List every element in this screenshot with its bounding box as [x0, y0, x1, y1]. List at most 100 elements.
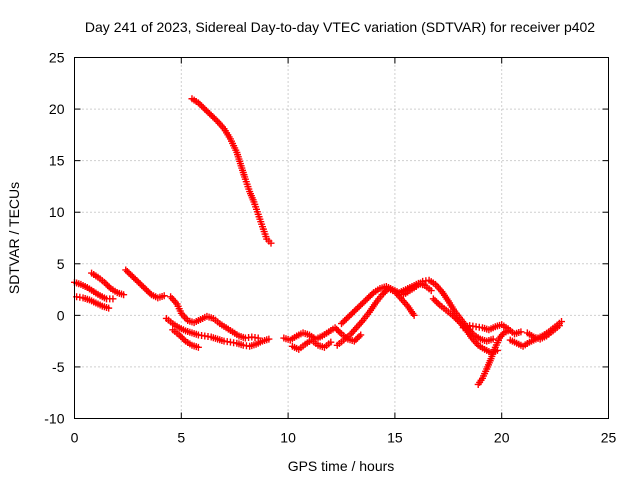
data-point	[352, 306, 360, 314]
data-point	[199, 104, 207, 112]
y-axis-label: SDTVAR / TECUs	[6, 182, 22, 294]
data-point	[201, 105, 209, 113]
data-point	[453, 316, 461, 324]
data-point	[360, 298, 368, 306]
data-point	[139, 283, 147, 291]
data-point	[265, 335, 273, 343]
data-point	[366, 292, 374, 300]
data-point	[410, 311, 418, 319]
data-point	[427, 287, 435, 295]
data-series	[88, 269, 128, 299]
data-series	[73, 293, 113, 312]
data-point	[433, 298, 441, 306]
data-point	[344, 313, 352, 321]
data-point	[354, 334, 362, 342]
data-point	[100, 278, 108, 286]
data-point	[105, 283, 113, 291]
data-point	[452, 314, 460, 322]
data-point	[138, 281, 146, 289]
data-series	[169, 326, 202, 351]
data-series	[280, 324, 365, 345]
data-point	[210, 114, 218, 122]
data-point	[178, 334, 186, 342]
data-point	[355, 333, 363, 341]
data-point	[381, 288, 389, 296]
data-point	[339, 318, 347, 326]
y-tick-label: 20	[49, 101, 65, 117]
data-point	[131, 275, 139, 283]
data-point	[357, 331, 365, 339]
plot-frame	[74, 57, 609, 419]
data-point	[342, 315, 350, 323]
data-point	[212, 116, 220, 124]
data-series	[523, 322, 563, 343]
y-tick-label: -5	[52, 359, 65, 375]
data-point	[555, 322, 563, 330]
data-series	[167, 293, 262, 342]
data-series	[459, 321, 525, 338]
y-tick-label: 25	[49, 50, 65, 66]
data-point	[175, 331, 183, 339]
y-tick-label: 15	[49, 153, 65, 169]
data-series	[333, 285, 418, 349]
y-tick-label: 5	[57, 256, 65, 272]
x-axis-label: GPS time / hours	[288, 458, 395, 474]
data-point	[207, 111, 215, 119]
axis-ticks: 0 5 10 15 20 25 -10 -5 0 5 10 15 20 25	[44, 50, 616, 446]
data-series	[429, 295, 501, 356]
data-point	[194, 343, 202, 351]
data-point	[341, 317, 349, 325]
data-point	[355, 303, 363, 311]
data-point	[378, 291, 386, 299]
data-point	[104, 281, 112, 289]
data-point	[558, 318, 566, 326]
data-series	[399, 276, 497, 345]
data-point	[431, 296, 439, 304]
data-point	[143, 286, 151, 294]
data-point	[198, 102, 206, 110]
data-point	[346, 312, 354, 320]
data-point	[130, 274, 138, 282]
data-point	[160, 292, 168, 300]
data-point	[267, 239, 275, 247]
data-point	[434, 299, 442, 307]
data-point	[105, 304, 113, 312]
data-point	[202, 107, 210, 115]
data-point	[146, 289, 154, 297]
data-series	[122, 266, 168, 302]
data-point	[363, 295, 371, 303]
x-tick-label: 25	[601, 430, 617, 446]
data-point	[350, 337, 358, 345]
data-point	[333, 325, 341, 333]
data-series	[162, 314, 273, 350]
data-point	[517, 328, 525, 336]
y-tick-label: 10	[49, 204, 65, 220]
data-point	[204, 108, 212, 116]
data-point	[336, 328, 344, 336]
data-point	[196, 100, 204, 108]
data-point	[354, 304, 362, 312]
data-point	[136, 280, 144, 288]
x-tick-label: 20	[494, 430, 510, 446]
data-point	[122, 266, 130, 274]
data-point	[327, 338, 335, 346]
data-point	[429, 295, 437, 303]
data-point	[349, 309, 357, 317]
data-point	[177, 333, 185, 341]
data-point	[135, 278, 143, 286]
data-point	[125, 269, 133, 277]
data-series	[474, 327, 512, 388]
data-point	[350, 307, 358, 315]
data-point	[180, 336, 188, 344]
data-point	[133, 277, 141, 285]
data-point	[102, 280, 110, 288]
data-point	[334, 327, 342, 335]
x-tick-label: 15	[387, 430, 403, 446]
data-series	[188, 95, 275, 247]
data-point	[489, 335, 497, 343]
data-point	[123, 268, 131, 276]
data-point	[368, 290, 376, 298]
data-point	[194, 99, 202, 107]
chart-title: Day 241 of 2023, Sidereal Day-to-day VTE…	[85, 19, 595, 35]
